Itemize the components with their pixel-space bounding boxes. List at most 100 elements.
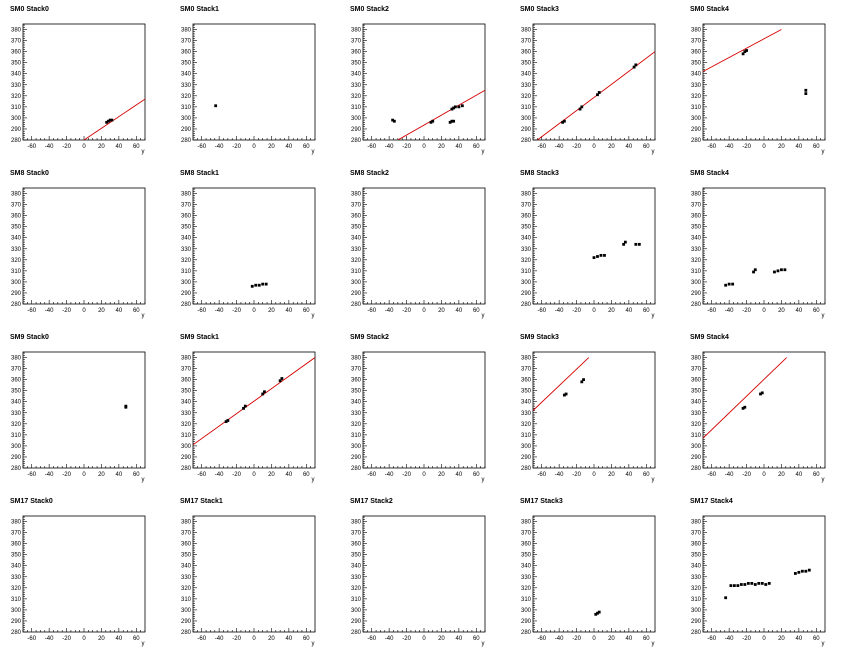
x-tick-label: -40 xyxy=(215,636,224,642)
data-point xyxy=(760,581,764,585)
y-tick-label: 380 xyxy=(181,28,192,34)
panel-title: SM0 Stack0 xyxy=(10,6,49,13)
y-tick-label: 370 xyxy=(181,203,192,209)
x-tick-label: 60 xyxy=(813,636,820,642)
x-tick-label: -60 xyxy=(367,308,376,314)
data-point xyxy=(448,120,452,124)
y-tick-label: 330 xyxy=(521,83,532,89)
y-tick-label: 280 xyxy=(521,138,532,144)
x-tick-label: 20 xyxy=(98,472,105,478)
x-tick-label: -40 xyxy=(45,636,54,642)
x-tick-label: 60 xyxy=(643,144,650,150)
y-tick-label: 300 xyxy=(351,280,362,286)
y-tick-label: 330 xyxy=(181,411,192,417)
y-tick-label: 380 xyxy=(691,356,702,362)
y-tick-label: 370 xyxy=(521,531,532,537)
y-tick-label: 370 xyxy=(691,531,702,537)
panel-title: SM0 Stack2 xyxy=(350,6,389,13)
y-tick-label: 340 xyxy=(181,564,192,570)
data-point xyxy=(597,91,601,94)
x-axis-title: y xyxy=(822,477,825,483)
x-tick-label: 60 xyxy=(473,144,480,150)
y-tick-label: 370 xyxy=(691,203,702,209)
chart-panel: SM9 Stack1 -60 -40 -20 0 20 40 60 280 290 300 310 32… xyxy=(170,328,340,492)
y-tick-label: 320 xyxy=(351,422,362,428)
plot-frame xyxy=(192,351,316,469)
y-tick-label: 280 xyxy=(181,302,192,308)
x-tick-label: 0 xyxy=(762,472,766,478)
y-tick-label: 310 xyxy=(521,105,532,111)
y-tick-label: 310 xyxy=(691,269,702,275)
y-tick-label: 360 xyxy=(351,378,362,384)
y-tick-label: 360 xyxy=(11,378,22,384)
y-tick-label: 310 xyxy=(11,597,22,603)
y-tick-label: 330 xyxy=(521,247,532,253)
x-tick-label: 60 xyxy=(473,308,480,314)
y-tick-label: 310 xyxy=(181,269,192,275)
x-tick-label: 0 xyxy=(82,636,86,642)
data-point xyxy=(429,120,433,124)
y-tick-label: 280 xyxy=(11,466,22,472)
data-point xyxy=(226,419,230,422)
y-tick-label: 350 xyxy=(351,389,362,395)
x-tick-label: -60 xyxy=(367,472,376,478)
x-tick-label: -20 xyxy=(572,636,581,642)
x-axis-title: y xyxy=(652,641,655,647)
y-tick-label: 380 xyxy=(521,356,532,362)
x-tick-label: 60 xyxy=(133,636,140,642)
plot-svg: -60 -40 -20 0 20 40 60 280 290 300 310 320 330 340 350… xyxy=(11,23,146,155)
data-point xyxy=(562,119,566,123)
y-tick-label: 310 xyxy=(351,597,362,603)
data-point xyxy=(743,583,747,586)
y-tick-label: 350 xyxy=(691,553,702,559)
plot-frame xyxy=(22,23,146,141)
plot-svg: -60 -40 -20 0 20 40 60 280 290 300 310 320 330 340 350… xyxy=(181,351,316,483)
data-point xyxy=(452,119,456,123)
y-tick-label: 320 xyxy=(11,94,22,100)
y-tick-label: 330 xyxy=(11,247,22,253)
x-tick-label: 0 xyxy=(82,308,86,314)
y-tick-label: 340 xyxy=(691,72,702,78)
x-tick-label: -40 xyxy=(725,472,734,478)
data-point xyxy=(254,283,258,287)
x-tick-label: 0 xyxy=(252,636,256,642)
y-tick-label: 360 xyxy=(181,542,192,548)
y-tick-label: 360 xyxy=(521,214,532,220)
y-tick-label: 290 xyxy=(181,455,192,461)
data-point xyxy=(797,570,801,574)
data-point xyxy=(729,584,733,587)
x-tick-label: 0 xyxy=(422,308,426,314)
y-tick-label: 300 xyxy=(521,608,532,614)
y-tick-label: 360 xyxy=(521,542,532,548)
data-point xyxy=(110,118,114,122)
data-point xyxy=(724,596,728,600)
y-tick-label: 310 xyxy=(691,105,702,111)
data-point xyxy=(736,584,740,587)
x-tick-label: 40 xyxy=(456,308,463,314)
x-tick-label: 0 xyxy=(592,308,596,314)
plot-svg: -60 -40 -20 0 20 40 60 280 290 300 310 320 330 340 350… xyxy=(181,187,316,319)
y-tick-label: 380 xyxy=(521,520,532,526)
x-tick-label: 40 xyxy=(626,144,633,150)
x-tick-label: -60 xyxy=(27,472,36,478)
x-tick-label: 20 xyxy=(438,144,445,150)
data-point xyxy=(731,282,735,286)
y-tick-label: 370 xyxy=(351,531,362,537)
y-tick-label: 300 xyxy=(11,608,22,614)
x-tick-label: -40 xyxy=(555,144,564,150)
x-tick-label: 0 xyxy=(82,472,86,478)
y-tick-label: 380 xyxy=(351,356,362,362)
y-tick-label: 330 xyxy=(181,247,192,253)
y-tick-label: 320 xyxy=(11,422,22,428)
plot-frame xyxy=(532,23,656,141)
y-tick-label: 340 xyxy=(691,564,702,570)
y-tick-label: 280 xyxy=(521,302,532,308)
plot-svg: -60 -40 -20 0 20 40 60 280 290 300 310 320 330 340 350… xyxy=(351,23,486,155)
y-tick-label: 300 xyxy=(691,444,702,450)
y-tick-label: 320 xyxy=(521,258,532,264)
x-tick-label: 0 xyxy=(252,308,256,314)
plot-svg: -60 -40 -20 0 20 40 60 280 290 300 310 320 330 340 350… xyxy=(691,23,826,155)
chart-panel: SM8 Stack1 -60 -40 -20 0 20 40 60 280 290 300 310 32… xyxy=(170,164,340,328)
y-tick-label: 280 xyxy=(351,466,362,472)
x-tick-label: -60 xyxy=(197,636,206,642)
